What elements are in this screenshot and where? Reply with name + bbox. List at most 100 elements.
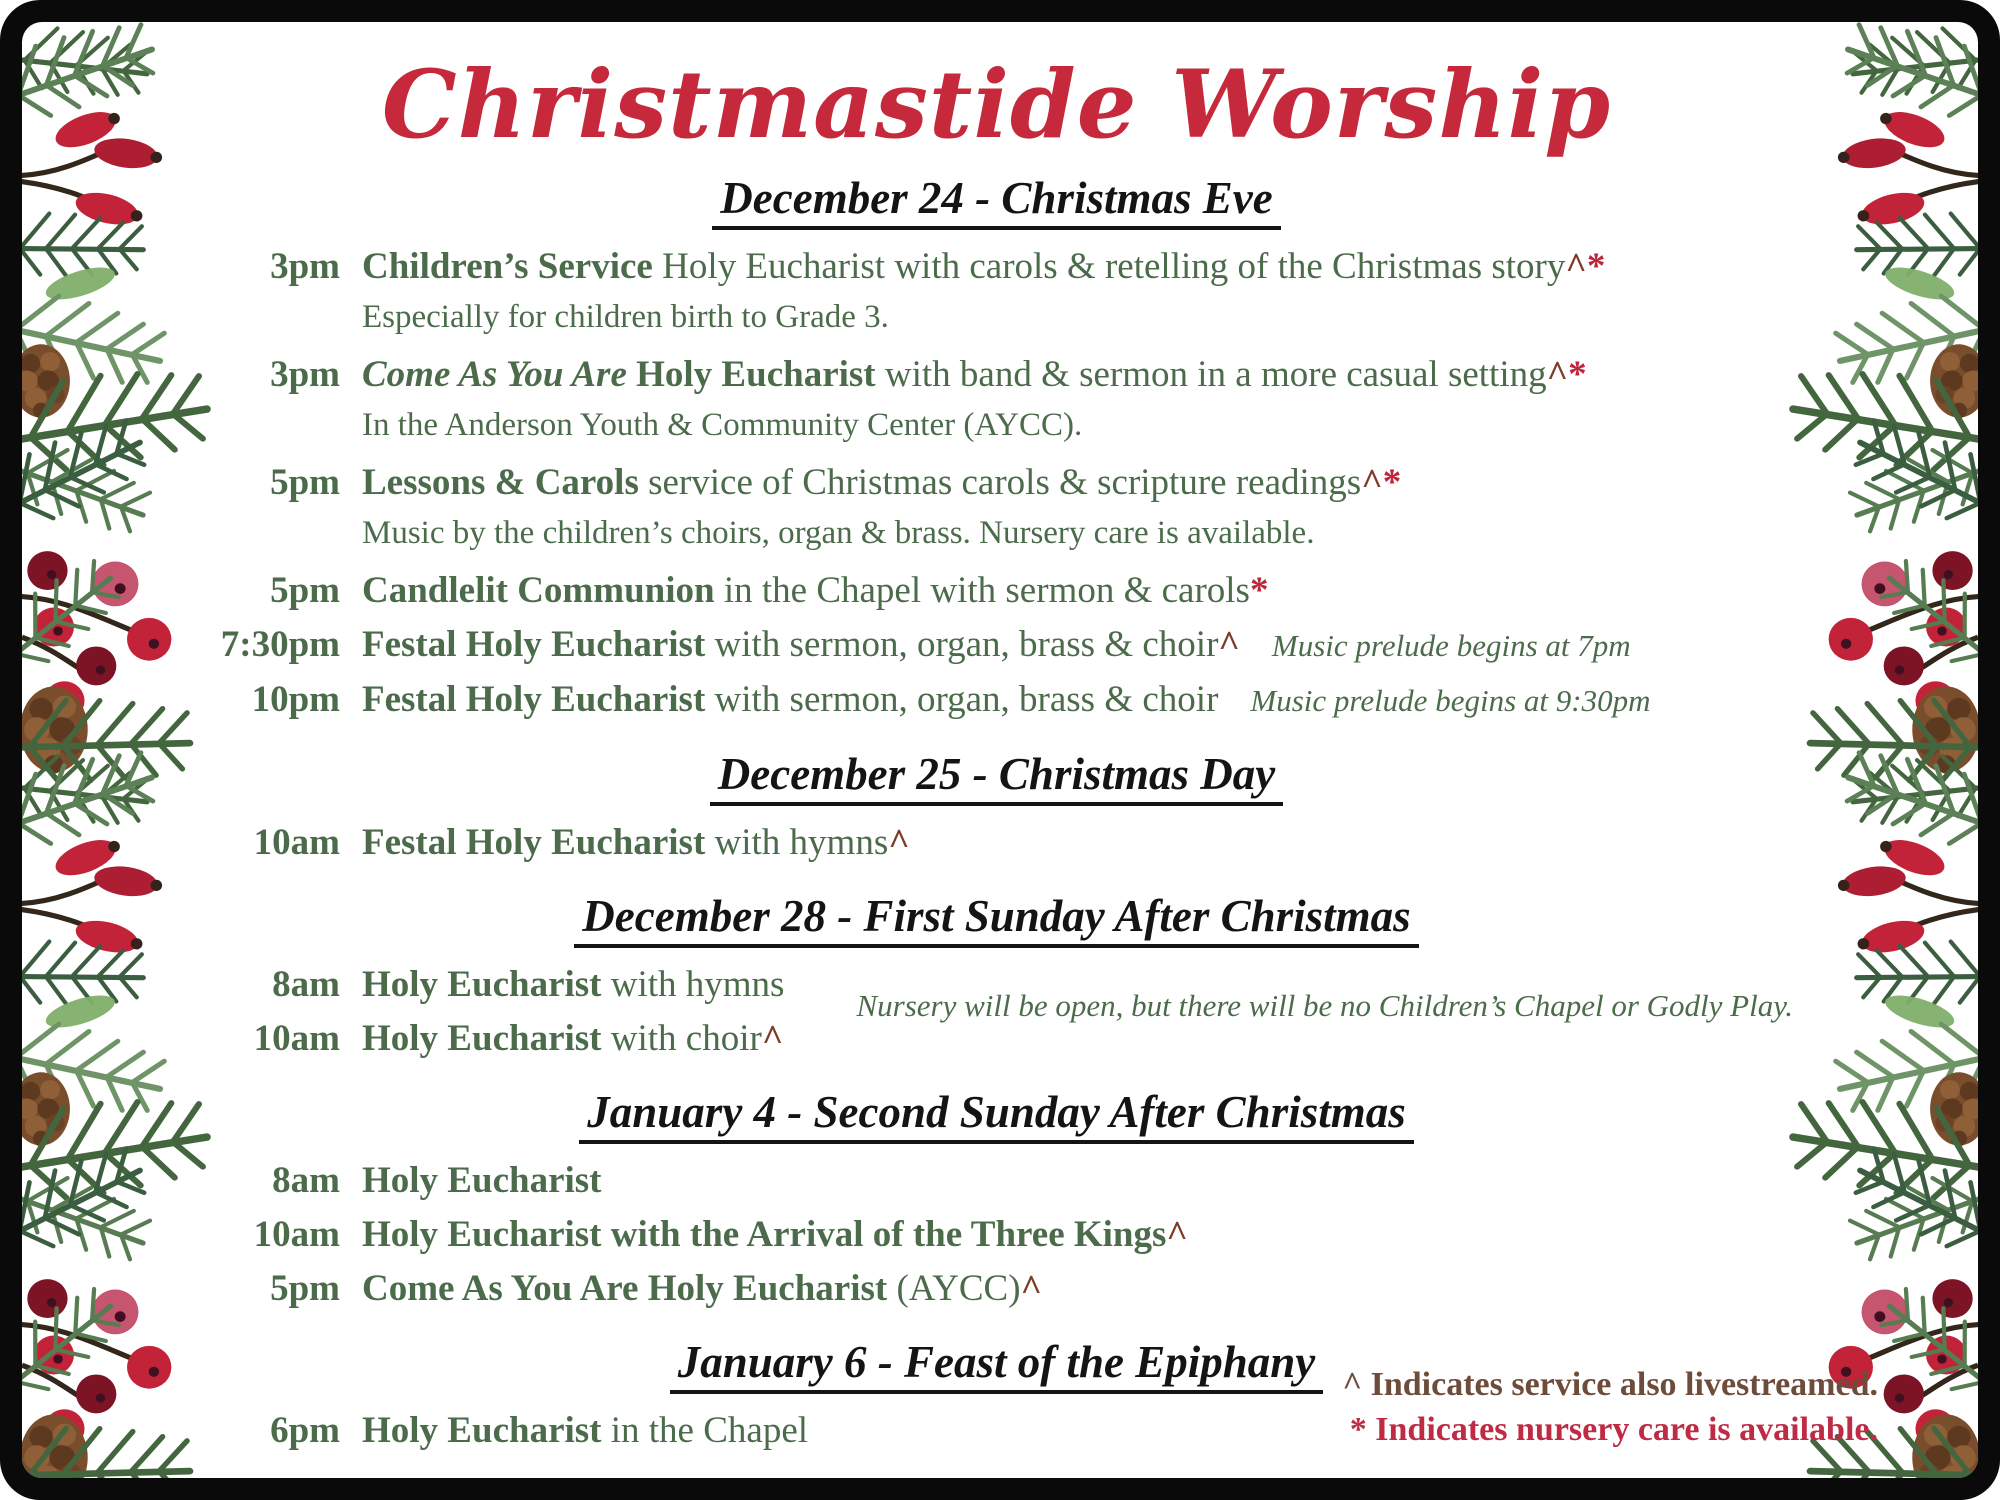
service-desc: Candlelit Communion in the Chapel with s… [362, 564, 1268, 618]
service-subtext: Especially for children birth to Grade 3… [362, 299, 889, 335]
footnote-symbol: * [1349, 1411, 1376, 1448]
footnote: ^ Indicates service also livestreamed. [1342, 1362, 1878, 1407]
service-text: Holy Eucharist with the Arrival of the T… [362, 1214, 1167, 1255]
service-text: with sermon, organ, brass & choir [714, 679, 1219, 720]
service-text: Children’s Service [362, 246, 663, 287]
service-text: with sermon, organ, brass & choir [714, 624, 1219, 665]
service-text: Holy Eucharist [362, 964, 611, 1005]
service-text: with hymns [714, 822, 889, 863]
service-text: Festal Holy Eucharist [362, 822, 715, 863]
pine-garland-right-icon [1766, 22, 1978, 1478]
service-text: Holy Eucharist [636, 354, 885, 395]
nursery-mark: * [1586, 246, 1606, 287]
service-text: Lessons & Carols [362, 462, 649, 503]
service-time: 3pm [270, 354, 340, 395]
service-text: in the Chapel [610, 1410, 809, 1451]
service-row: 5pm Lessons & Carols service of Christmas… [200, 456, 1793, 564]
service-text: Festal Holy Eucharist [362, 624, 715, 665]
service-text: Holy Eucharist [362, 1018, 611, 1059]
schedule-section: December 28 - First Sunday After Christm… [200, 890, 1793, 1066]
service-side-note: Music prelude begins at 9:30pm [1250, 683, 1651, 718]
service-text: in the Chapel with sermon & carols [723, 570, 1250, 611]
service-text: Festal Holy Eucharist [362, 679, 715, 720]
service-desc: Come As You Are Holy Eucharist with band… [362, 348, 1587, 456]
service-text: Holy Eucharist [362, 1410, 611, 1451]
section-heading-wrap: December 28 - First Sunday After Christm… [200, 890, 1793, 948]
livestream-mark: ^ [1361, 462, 1383, 503]
service-text: Holy Eucharist [362, 1160, 602, 1201]
service-desc: Come As You Are Holy Eucharist (AYCC)^ [362, 1262, 1042, 1316]
service-time: 8am [272, 1160, 340, 1201]
section-heading-wrap: December 24 - Christmas Eve [200, 172, 1793, 230]
service-row: 5pm Candlelit Communion in the Chapel wit… [200, 564, 1793, 618]
footnote-symbol: ^ [1342, 1366, 1371, 1403]
service-text: service of Christmas carols & scripture … [648, 462, 1362, 503]
livestream-mark: ^ [1166, 1214, 1188, 1255]
service-desc: Festal Holy Eucharist with hymns^ [362, 816, 910, 870]
service-time: 8am [272, 964, 340, 1005]
service-row: 6pm Holy Eucharist in the Chapel [200, 1404, 1793, 1458]
schedule-section: January 4 - Second Sunday After Christma… [200, 1086, 1793, 1316]
service-time: 3pm [270, 246, 340, 287]
livestream-mark: ^ [888, 822, 910, 863]
service-row: 7:30pm Festal Holy Eucharist with sermon,… [200, 618, 1793, 673]
schedule-section: January 6 - Feast of the Epiphany 6pm Holy… [200, 1336, 1793, 1458]
nursery-mark: * [1568, 354, 1587, 395]
service-desc: Festal Holy Eucharist with sermon, organ… [362, 673, 1650, 728]
service-desc: Holy Eucharist [362, 1154, 602, 1208]
section-heading: January 6 - Feast of the Epiphany [669, 1336, 1324, 1394]
service-text: with choir [610, 1018, 762, 1059]
service-subtext: In the Anderson Youth & Community Center… [362, 407, 1083, 443]
service-text: Holy Eucharist with carols & retelling o… [662, 246, 1566, 287]
service-text: with hymns [610, 964, 785, 1005]
flyer-content: Christmastide Worship December 24 - Chri… [200, 30, 1793, 1458]
service-text: Come As You Are Holy Eucharist [362, 1268, 897, 1309]
section-heading: December 28 - First Sunday After Christm… [574, 890, 1419, 948]
footnote: * Indicates nursery care is available. [1342, 1407, 1878, 1452]
section-heading: December 25 - Christmas Day [709, 748, 1284, 806]
service-desc: Children’s Service Holy Eucharist with c… [362, 240, 1605, 348]
service-time: 10am [253, 822, 340, 863]
service-time: 7:30pm [220, 624, 340, 665]
flyer-background: Christmastide Worship December 24 - Chri… [22, 22, 1978, 1478]
service-desc: Holy Eucharist with choir^ [362, 1012, 783, 1066]
service-time: 5pm [270, 462, 340, 503]
service-time: 5pm [270, 1268, 340, 1309]
service-row: 8am Holy Eucharist [200, 1154, 1793, 1208]
service-text: with band & sermon in a more casual sett… [884, 354, 1547, 395]
service-side-note: Music prelude begins at 7pm [1271, 628, 1631, 663]
nursery-mark: * [1382, 462, 1402, 503]
service-time: 6pm [270, 1410, 340, 1451]
service-text: Come As You Are [362, 354, 637, 395]
livestream-mark: ^ [1546, 354, 1569, 395]
service-row: 10am Holy Eucharist with choir^ [200, 1012, 1793, 1066]
service-desc: Holy Eucharist with hymns [362, 958, 784, 1012]
service-desc: Lessons & Carols service of Christmas ca… [362, 456, 1401, 564]
service-row: 8am Holy Eucharist with hymns [200, 958, 1793, 1012]
service-desc: Holy Eucharist in the Chapel [362, 1404, 808, 1458]
section-heading: January 4 - Second Sunday After Christma… [579, 1086, 1414, 1144]
schedule-section: December 25 - Christmas Day 10am Festal Ho… [200, 748, 1793, 870]
service-desc: Holy Eucharist with the Arrival of the T… [362, 1208, 1188, 1262]
page-title: Christmastide Worship [381, 50, 1612, 160]
service-text: Candlelit Communion [362, 570, 724, 611]
livestream-mark: ^ [761, 1018, 784, 1059]
service-row: 10am Holy Eucharist with the Arrival of t… [200, 1208, 1793, 1262]
footnote-text: Indicates service also livestreamed. [1370, 1366, 1878, 1403]
service-subtext: Music by the children’s choirs, organ & … [362, 515, 1315, 551]
footnote-text: Indicates nursery care is available. [1375, 1411, 1878, 1448]
livestream-mark: ^ [1020, 1268, 1043, 1309]
service-time: 10am [253, 1214, 340, 1255]
nursery-mark: * [1249, 570, 1269, 611]
section-heading-wrap: January 4 - Second Sunday After Christma… [200, 1086, 1793, 1144]
service-time: 5pm [270, 570, 340, 611]
service-row: 3pm Children’s Service Holy Eucharist wit… [200, 240, 1793, 348]
service-desc: Festal Holy Eucharist with sermon, organ… [362, 618, 1631, 673]
schedule-section: December 24 - Christmas Eve 3pm Children’s… [200, 172, 1793, 728]
section-heading-wrap: January 6 - Feast of the Epiphany [200, 1336, 1793, 1394]
livestream-mark: ^ [1218, 624, 1240, 665]
schedule: December 24 - Christmas Eve 3pm Children’s… [200, 172, 1793, 1458]
section-heading: December 24 - Christmas Eve [712, 172, 1281, 230]
service-text: (AYCC) [896, 1268, 1021, 1309]
